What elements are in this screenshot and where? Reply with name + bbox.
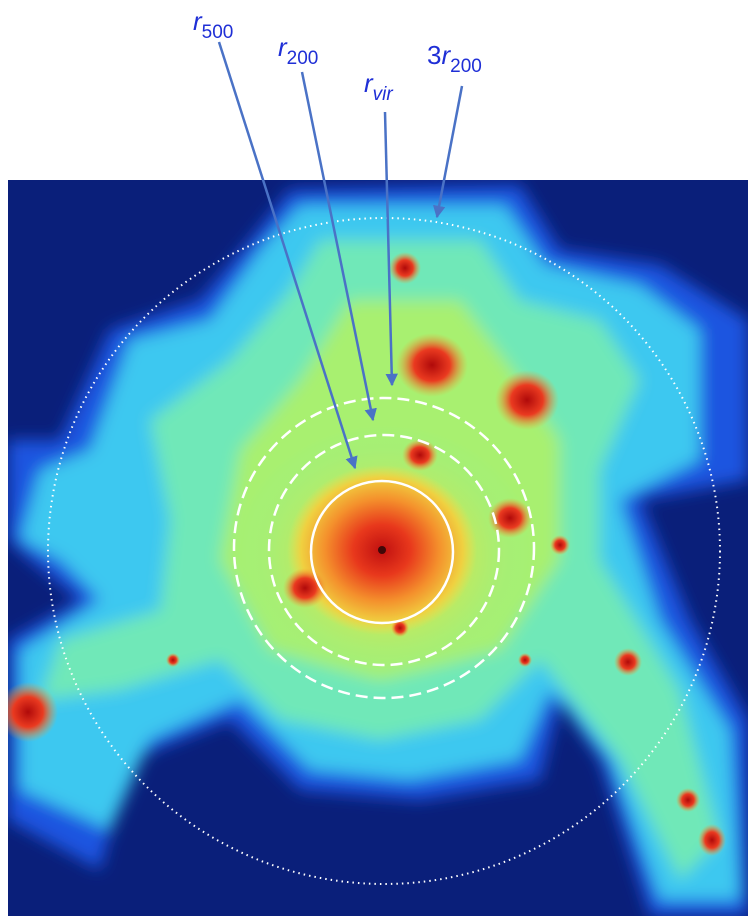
label-sub: 200 — [287, 48, 319, 69]
simulation-image — [0, 180, 748, 916]
label-sub: 500 — [202, 22, 234, 43]
label: r200 — [278, 32, 318, 69]
label: rvir — [364, 68, 393, 105]
label-prefix: 3 — [427, 40, 441, 70]
label: 3r200 — [427, 40, 482, 77]
label-sub: 200 — [450, 56, 482, 77]
figure: r500 r200 rvir 3r200 — [0, 0, 756, 916]
label-sub: vir — [373, 84, 394, 105]
label: r500 — [193, 6, 233, 43]
